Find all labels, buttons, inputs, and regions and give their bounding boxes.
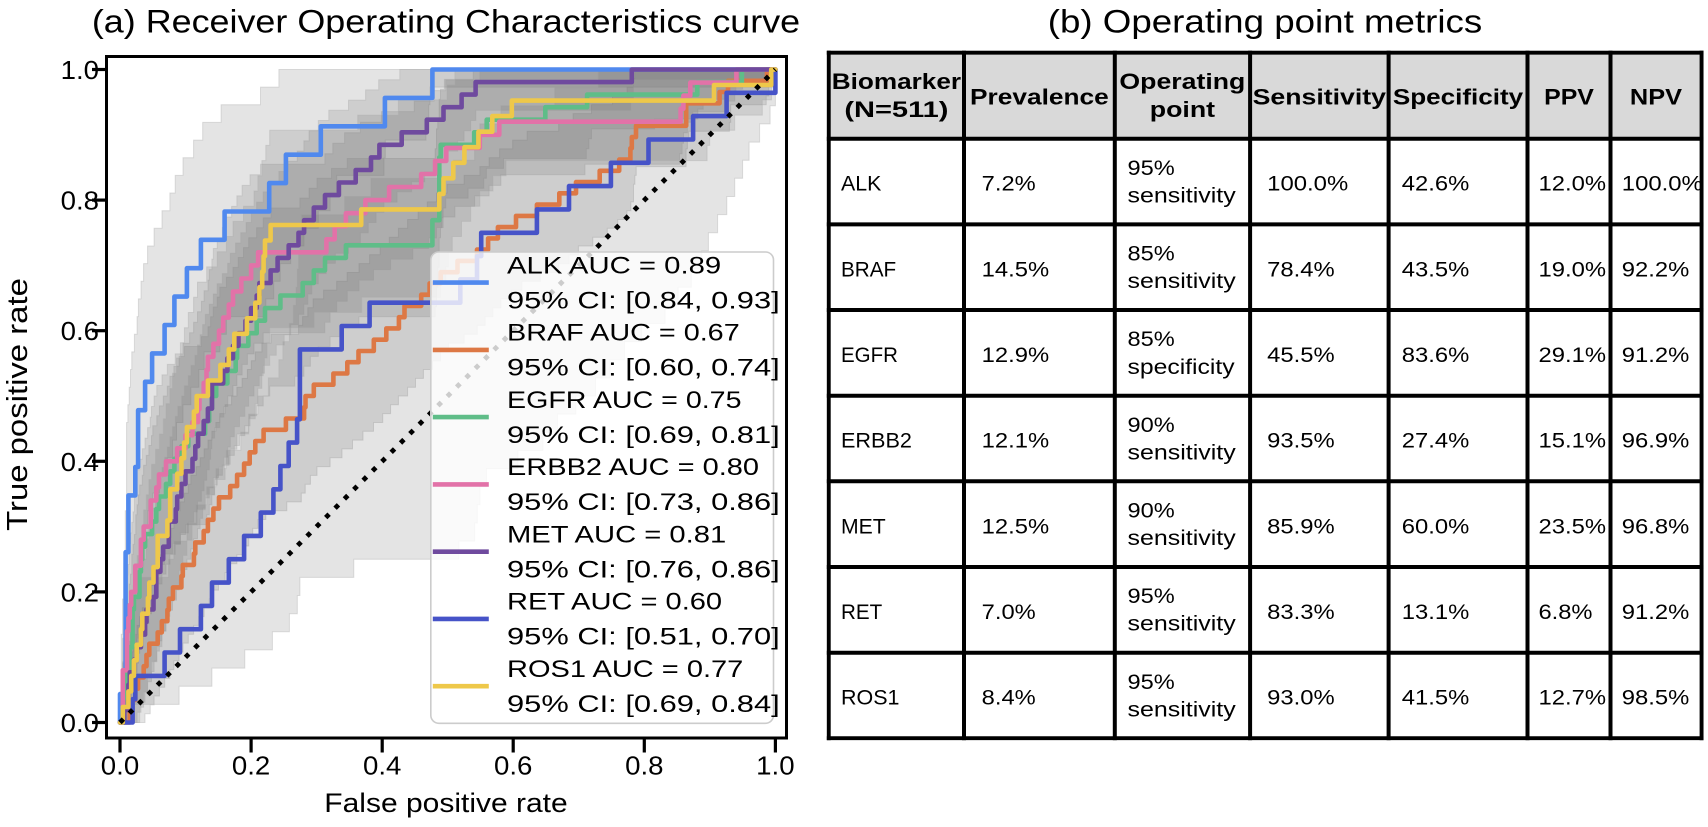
svg-text:93.5%: 93.5% — [1267, 430, 1335, 453]
svg-text:sensitivity: sensitivity — [1128, 184, 1237, 207]
svg-text:13.1%: 13.1% — [1402, 601, 1470, 624]
svg-text:42.6%: 42.6% — [1402, 173, 1470, 196]
svg-text:95% CI: [0.76, 0.86]: 95% CI: [0.76, 0.86] — [507, 557, 780, 584]
svg-text:(b) Operating point metrics: (b) Operating point metrics — [1048, 4, 1483, 40]
svg-text:96.8%: 96.8% — [1622, 515, 1690, 538]
svg-text:7.0%: 7.0% — [982, 601, 1036, 624]
svg-text:0.6: 0.6 — [494, 751, 532, 781]
svg-text:85%: 85% — [1128, 243, 1175, 266]
svg-text:92.2%: 92.2% — [1622, 258, 1690, 281]
svg-text:29.1%: 29.1% — [1539, 344, 1607, 367]
svg-text:EGFR AUC = 0.75: EGFR AUC = 0.75 — [507, 387, 742, 414]
svg-text:93.0%: 93.0% — [1267, 687, 1335, 710]
svg-text:Operating: Operating — [1119, 69, 1245, 94]
svg-text:12.5%: 12.5% — [982, 515, 1050, 538]
svg-text:ERBB2 AUC = 0.80: ERBB2 AUC = 0.80 — [507, 454, 759, 481]
svg-text:7.2%: 7.2% — [982, 173, 1036, 196]
svg-text:0.8: 0.8 — [61, 186, 99, 216]
svg-text:90%: 90% — [1128, 414, 1175, 437]
svg-text:83.3%: 83.3% — [1267, 601, 1335, 624]
svg-text:1.0: 1.0 — [61, 55, 99, 85]
svg-text:BRAF: BRAF — [841, 258, 896, 281]
svg-text:0.0: 0.0 — [101, 751, 139, 781]
svg-text:Specificity: Specificity — [1393, 85, 1524, 110]
svg-text:1.0: 1.0 — [756, 751, 794, 781]
svg-text:95%: 95% — [1128, 671, 1175, 694]
svg-text:ALK AUC = 0.89: ALK AUC = 0.89 — [507, 252, 721, 279]
svg-text:sensitivity: sensitivity — [1128, 527, 1237, 550]
svg-text:point: point — [1150, 97, 1216, 122]
svg-text:Biomarker: Biomarker — [832, 69, 962, 94]
svg-text:ALK: ALK — [841, 173, 881, 196]
svg-text:ROS1: ROS1 — [841, 687, 900, 710]
svg-text:83.6%: 83.6% — [1402, 344, 1470, 367]
svg-text:MET: MET — [841, 515, 886, 538]
svg-text:sensitivity: sensitivity — [1128, 270, 1237, 293]
svg-text:12.9%: 12.9% — [982, 344, 1050, 367]
svg-text:95%: 95% — [1128, 157, 1175, 180]
svg-text:95% CI: [0.69, 0.81]: 95% CI: [0.69, 0.81] — [507, 422, 780, 449]
svg-text:60.0%: 60.0% — [1402, 515, 1470, 538]
svg-text:Prevalence: Prevalence — [970, 85, 1109, 110]
svg-text:85.9%: 85.9% — [1267, 515, 1335, 538]
svg-text:41.5%: 41.5% — [1402, 687, 1470, 710]
svg-text:85%: 85% — [1128, 328, 1175, 351]
svg-text:0.6: 0.6 — [61, 316, 99, 346]
svg-text:95%: 95% — [1128, 585, 1175, 608]
svg-text:True positive rate: True positive rate — [2, 278, 34, 531]
svg-text:MET AUC = 0.81: MET AUC = 0.81 — [507, 522, 726, 549]
svg-text:0.0: 0.0 — [61, 708, 99, 738]
svg-text:95% CI: [0.84, 0.93]: 95% CI: [0.84, 0.93] — [507, 287, 780, 314]
svg-text:0.8: 0.8 — [625, 751, 663, 781]
svg-text:False positive rate: False positive rate — [324, 788, 567, 818]
svg-text:45.5%: 45.5% — [1267, 344, 1335, 367]
svg-text:100.0%: 100.0% — [1267, 173, 1348, 196]
svg-text:PPV: PPV — [1544, 85, 1594, 110]
svg-text:RET: RET — [841, 601, 882, 624]
svg-text:12.1%: 12.1% — [982, 430, 1050, 453]
svg-text:91.2%: 91.2% — [1622, 601, 1690, 624]
svg-text:BRAF AUC = 0.67: BRAF AUC = 0.67 — [507, 320, 740, 347]
svg-text:EGFR: EGFR — [841, 344, 898, 367]
svg-text:8.4%: 8.4% — [982, 687, 1036, 710]
svg-text:specificity: specificity — [1128, 356, 1236, 379]
svg-text:95% CI: [0.51, 0.70]: 95% CI: [0.51, 0.70] — [507, 624, 780, 651]
svg-text:0.2: 0.2 — [232, 751, 270, 781]
svg-text:0.4: 0.4 — [61, 447, 99, 477]
svg-text:(a) Receiver Operating Charact: (a) Receiver Operating Characteristics c… — [92, 4, 800, 40]
svg-text:95% CI: [0.73, 0.86]: 95% CI: [0.73, 0.86] — [507, 489, 780, 516]
svg-text:27.4%: 27.4% — [1402, 430, 1470, 453]
svg-text:Sensitivity: Sensitivity — [1253, 85, 1387, 110]
svg-text:0.4: 0.4 — [363, 751, 401, 781]
svg-text:sensitivity: sensitivity — [1128, 613, 1237, 636]
svg-text:90%: 90% — [1128, 500, 1175, 523]
svg-text:95% CI: [0.69, 0.84]: 95% CI: [0.69, 0.84] — [507, 691, 780, 718]
svg-text:91.2%: 91.2% — [1622, 344, 1690, 367]
svg-text:NPV: NPV — [1630, 85, 1682, 110]
svg-text:100.0%: 100.0% — [1622, 173, 1703, 196]
svg-text:ERBB2: ERBB2 — [841, 430, 912, 453]
svg-text:12.0%: 12.0% — [1539, 173, 1607, 196]
svg-text:23.5%: 23.5% — [1539, 515, 1607, 538]
svg-text:95% CI: [0.60, 0.74]: 95% CI: [0.60, 0.74] — [507, 355, 780, 382]
svg-text:ROS1 AUC = 0.77: ROS1 AUC = 0.77 — [507, 656, 743, 683]
svg-text:19.0%: 19.0% — [1539, 258, 1607, 281]
svg-text:96.9%: 96.9% — [1622, 430, 1690, 453]
svg-text:98.5%: 98.5% — [1622, 687, 1690, 710]
svg-text:RET AUC = 0.60: RET AUC = 0.60 — [507, 589, 722, 616]
svg-text:15.1%: 15.1% — [1539, 430, 1607, 453]
svg-text:sensitivity: sensitivity — [1128, 441, 1237, 464]
svg-text:sensitivity: sensitivity — [1128, 698, 1237, 721]
svg-text:14.5%: 14.5% — [982, 258, 1050, 281]
svg-text:78.4%: 78.4% — [1267, 258, 1335, 281]
svg-text:43.5%: 43.5% — [1402, 258, 1470, 281]
svg-text:6.8%: 6.8% — [1539, 601, 1593, 624]
svg-text:(N=511): (N=511) — [844, 97, 948, 122]
svg-text:12.7%: 12.7% — [1539, 687, 1607, 710]
svg-text:0.2: 0.2 — [61, 577, 99, 607]
